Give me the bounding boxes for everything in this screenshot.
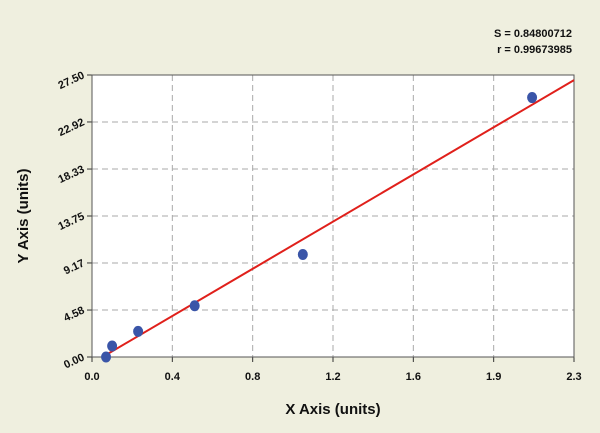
y-tick-label: 0.00 — [62, 351, 86, 371]
y-tick-label: 18.33 — [56, 164, 86, 187]
data-point — [133, 325, 144, 337]
y-axis-title: Y Axis (units) — [15, 168, 32, 263]
annotation: r = 0.99673985 — [497, 44, 572, 56]
x-tick-label: 2.3 — [566, 371, 581, 383]
y-tick-label: 22.92 — [56, 116, 86, 139]
x-axis-title: X Axis (units) — [285, 401, 380, 418]
annotation: S = 0.84800712 — [494, 28, 572, 40]
x-tick-label: 1.6 — [406, 371, 421, 383]
data-point — [107, 340, 118, 352]
x-tick-label: 0.8 — [245, 371, 260, 383]
x-tick-label: 0.4 — [165, 371, 181, 383]
y-tick-label: 4.58 — [62, 305, 86, 325]
plot-frame — [91, 74, 575, 358]
y-tick-label: 9.17 — [62, 257, 86, 277]
x-tick-label: 0.0 — [84, 371, 99, 383]
y-tick-label: 27.50 — [56, 69, 86, 92]
data-point — [297, 248, 308, 260]
data-point — [189, 300, 200, 312]
y-tick-label: 13.75 — [56, 210, 86, 233]
data-point — [527, 92, 538, 104]
x-tick-label: 1.9 — [486, 371, 501, 383]
data-point — [101, 351, 112, 363]
fit-line — [101, 79, 575, 358]
x-tick-label: 1.2 — [325, 371, 340, 383]
